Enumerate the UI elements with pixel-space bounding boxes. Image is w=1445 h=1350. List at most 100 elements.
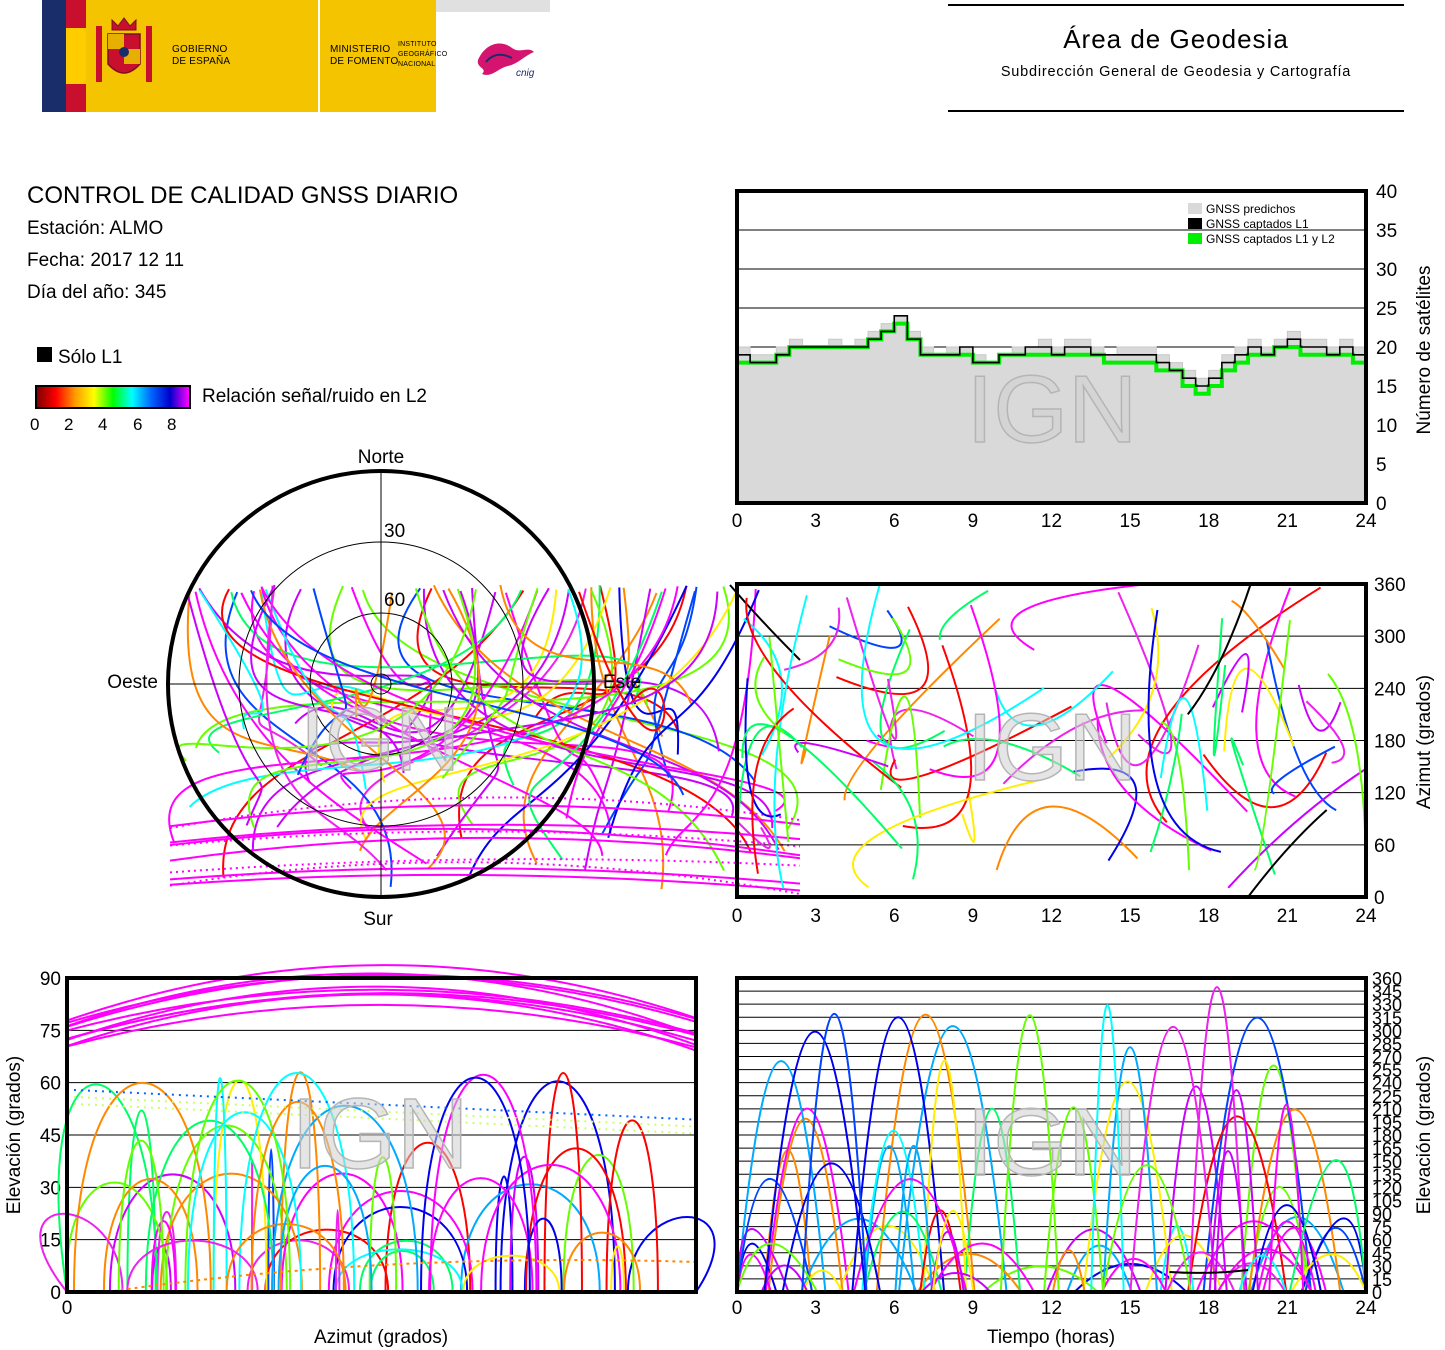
elt-x-tick-label: 3 xyxy=(810,1298,821,1319)
elaz-track xyxy=(72,1082,212,1293)
sat-legend-label: GNSS predichos xyxy=(1206,202,1295,216)
skyplot-track xyxy=(169,858,801,874)
az-track xyxy=(961,790,976,843)
az-track xyxy=(1297,684,1342,732)
az-track xyxy=(744,678,782,818)
elaz-track xyxy=(57,1083,159,1293)
skyplot-north-label: Norte xyxy=(358,447,404,468)
elaz-track xyxy=(66,964,697,1022)
sat-legend-label: GNSS captados L1 y L2 xyxy=(1206,232,1335,246)
skyplot-south-label: Sur xyxy=(363,909,393,930)
az-track xyxy=(838,617,912,676)
az-l1-track xyxy=(1186,583,1252,716)
skyplot-track xyxy=(354,592,394,718)
skyplot-ring-label: 30 xyxy=(384,521,405,542)
az-track xyxy=(836,606,930,695)
gov-line1: GOBIERNO xyxy=(172,44,228,55)
az-x-tick-label: 24 xyxy=(1355,906,1377,927)
sat-y-tick-label: 15 xyxy=(1376,377,1397,398)
coat-of-arms-icon xyxy=(96,17,152,82)
skyplot-track xyxy=(520,587,720,752)
elt-x-axis-label: Tiempo (horas) xyxy=(987,1327,1115,1348)
skyplot-track xyxy=(194,591,428,865)
spain-flag-strip xyxy=(66,0,86,112)
elt-y-tick-label: 105 xyxy=(1372,1191,1402,1211)
skyplot-track xyxy=(528,591,663,861)
skyplot-track xyxy=(653,586,698,779)
az-y-tick-label: 0 xyxy=(1374,888,1385,909)
elaz-track xyxy=(277,1165,373,1293)
elt-track xyxy=(1251,1204,1323,1293)
skyplot-east-label: Este xyxy=(603,672,641,693)
elt-track xyxy=(1082,1080,1173,1293)
elaz-track xyxy=(334,1248,464,1293)
az-y-tick-label: 60 xyxy=(1374,836,1395,857)
elt-x-tick-label: 21 xyxy=(1277,1298,1298,1319)
snr-colorbar-label: Relación señal/ruido en L2 xyxy=(202,386,427,407)
elt-track xyxy=(1249,1216,1345,1293)
elaz-track xyxy=(563,1231,642,1293)
skyplot-track xyxy=(422,588,774,829)
elt-track xyxy=(736,1178,814,1293)
elt-y-tick-label: 255 xyxy=(1372,1061,1402,1081)
area-subtitle: Subdirección General de Geodesia y Carto… xyxy=(1000,64,1352,80)
elaz-track xyxy=(605,1119,659,1293)
elaz-track xyxy=(429,1073,538,1293)
elaz-track xyxy=(186,1111,303,1293)
elaz-y-tick-label: 75 xyxy=(40,1021,61,1042)
elt-l1-track xyxy=(1169,1269,1249,1274)
elaz-y-tick-label: 0 xyxy=(50,1283,61,1304)
elt-track xyxy=(863,1145,916,1293)
ign-watermark: IGN xyxy=(300,690,460,790)
elt-y-tick-label: 120 xyxy=(1372,1178,1402,1198)
az-track xyxy=(1145,586,1322,823)
l1-only-label: Sólo L1 xyxy=(58,347,123,368)
az-track xyxy=(1105,644,1200,767)
gov-blue-bar xyxy=(42,0,66,112)
az-track xyxy=(1253,619,1291,871)
ign-watermark: IGN xyxy=(967,356,1138,463)
skyplot-track xyxy=(294,591,497,734)
snr-tick: 6 xyxy=(133,415,143,434)
az-track xyxy=(879,695,921,818)
az-track xyxy=(743,618,783,756)
az-track xyxy=(994,670,1114,727)
az-track xyxy=(1230,737,1276,875)
az-track xyxy=(1160,721,1191,871)
az-track xyxy=(1270,745,1336,795)
elaz-track xyxy=(480,1163,622,1293)
elt-y-tick-label: 135 xyxy=(1372,1165,1402,1185)
elt-track xyxy=(1129,1025,1217,1293)
elt-x-tick-label: 9 xyxy=(968,1298,979,1319)
snr-tick: 4 xyxy=(98,415,108,434)
elt-track xyxy=(781,1162,882,1293)
skyplot-track xyxy=(534,585,617,719)
elt-y-tick-label: 270 xyxy=(1372,1048,1402,1068)
elt-track xyxy=(875,1013,976,1293)
az-track xyxy=(1010,583,1147,651)
az-track xyxy=(1096,718,1212,852)
elaz-y-tick-label: 45 xyxy=(40,1126,61,1147)
ign-watermark: IGN xyxy=(291,1078,469,1190)
elaz-y-tick-label: 15 xyxy=(40,1231,61,1252)
az-track xyxy=(938,589,989,641)
elt-track xyxy=(1101,1164,1192,1293)
sat-x-tick-label: 15 xyxy=(1120,511,1141,532)
az-track xyxy=(879,628,946,750)
elaz-y-tick-label: 60 xyxy=(40,1074,61,1095)
skyplot-track xyxy=(186,592,263,826)
skyplot-track xyxy=(457,589,614,826)
skyplot-track xyxy=(198,589,264,730)
ign-line1: INSTITUTO xyxy=(398,41,437,48)
skyplot-track xyxy=(258,585,323,767)
elt-track xyxy=(916,1253,1022,1293)
elt-y-tick-label: 315 xyxy=(1372,1008,1402,1028)
elaz-track xyxy=(66,1003,697,1049)
az-track xyxy=(1108,607,1160,759)
elaz-track xyxy=(543,1072,583,1293)
sat-legend-label: GNSS captados L1 xyxy=(1206,217,1309,231)
gov-panel: GOBIERNO DE ESPAÑA xyxy=(86,0,318,112)
sat-x-tick-label: 3 xyxy=(810,511,821,532)
elaz-track xyxy=(144,1120,275,1293)
